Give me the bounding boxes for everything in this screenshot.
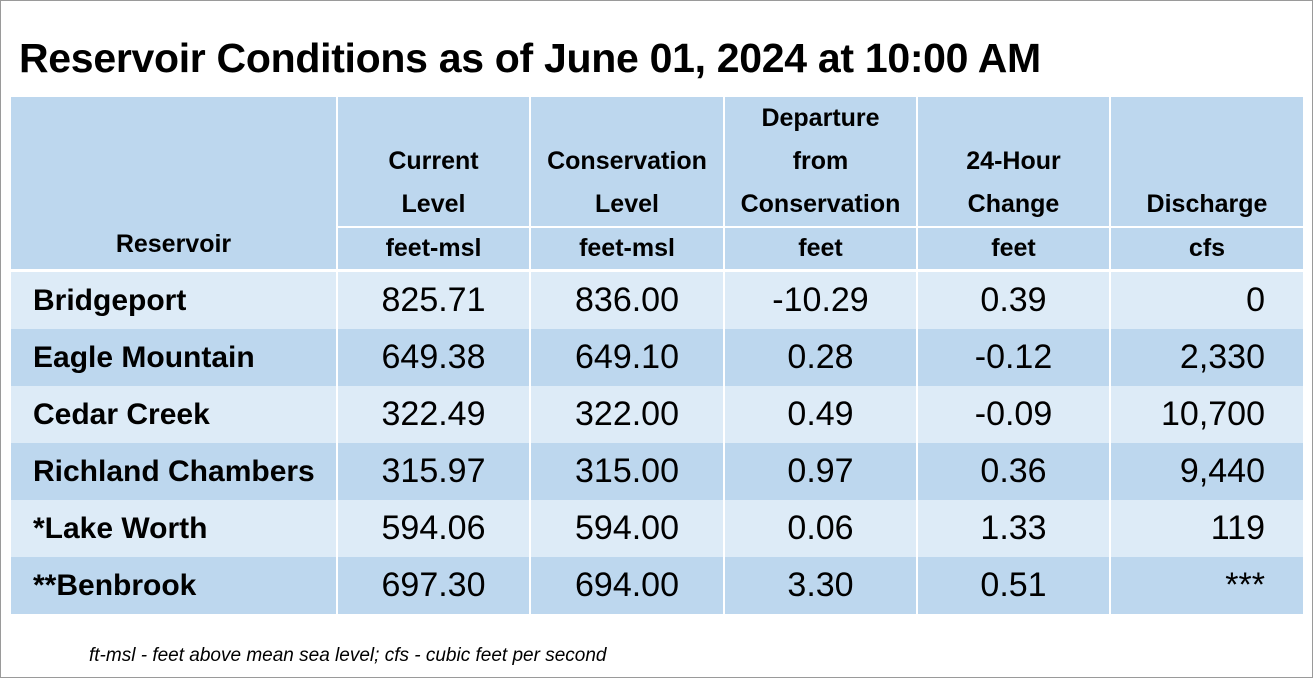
departure-cell: 0.06 [724, 500, 918, 557]
change-cell: 0.39 [917, 272, 1111, 329]
unit-departure: feet [724, 226, 918, 269]
header-current-level: Current Level [337, 97, 531, 227]
change-cell: 1.33 [917, 500, 1111, 557]
unit-24-hour-change: feet [917, 226, 1111, 269]
reservoir-table: Reservoir Current Level Conservation Lev… [11, 97, 1303, 614]
departure-cell: 0.97 [724, 443, 918, 500]
conservation-level-cell: 594.00 [530, 500, 725, 557]
table-row: Eagle Mountain 649.38 649.10 0.28 -0.12 … [11, 329, 1303, 386]
change-cell: 0.51 [917, 557, 1111, 614]
current-level-cell: 315.97 [337, 443, 531, 500]
conservation-level-cell: 322.00 [530, 386, 725, 443]
header-line: from [792, 147, 849, 175]
header-line: Departure [761, 104, 880, 132]
discharge-cell: 9,440 [1110, 443, 1303, 500]
departure-cell: 0.28 [724, 329, 918, 386]
header-discharge: Discharge [1110, 97, 1303, 227]
unit-current-level: feet-msl [337, 226, 531, 269]
discharge-cell: *** [1110, 557, 1303, 614]
table-row: *Lake Worth 594.06 594.00 0.06 1.33 119 [11, 500, 1303, 557]
conservation-level-cell: 315.00 [530, 443, 725, 500]
reservoir-name: Eagle Mountain [11, 329, 338, 386]
header-row: Reservoir Current Level Conservation Lev… [11, 97, 1303, 269]
change-cell: -0.12 [917, 329, 1111, 386]
current-level-cell: 594.06 [337, 500, 531, 557]
unit-discharge: cfs [1110, 226, 1303, 269]
current-level-cell: 322.49 [337, 386, 531, 443]
units-row: feet-msl feet-msl feet feet cfs [11, 226, 1303, 269]
header-reservoir: Reservoir [11, 97, 338, 269]
header-line: Current [388, 147, 479, 175]
conservation-level-cell: 649.10 [530, 329, 725, 386]
header-line: 24-Hour [966, 147, 1061, 175]
unit-conservation-level: feet-msl [530, 226, 725, 269]
header-departure: Departure from Conservation [724, 97, 918, 227]
header-line: Conservation [740, 190, 901, 218]
header-reservoir-label: Reservoir [115, 230, 232, 258]
discharge-cell: 0 [1110, 272, 1303, 329]
current-level-cell: 697.30 [337, 557, 531, 614]
discharge-cell: 2,330 [1110, 329, 1303, 386]
header-conservation-level: Conservation Level [530, 97, 725, 227]
reservoir-name: Richland Chambers [11, 443, 338, 500]
report-title: Reservoir Conditions as of June 01, 2024… [19, 35, 1041, 81]
departure-cell: 0.49 [724, 386, 918, 443]
table-row: **Benbrook 697.30 694.00 3.30 0.51 *** [11, 557, 1303, 614]
table-row: Richland Chambers 315.97 315.00 0.97 0.3… [11, 443, 1303, 500]
departure-cell: 3.30 [724, 557, 918, 614]
change-cell: 0.36 [917, 443, 1111, 500]
discharge-cell: 119 [1110, 500, 1303, 557]
reservoir-name: **Benbrook [11, 557, 338, 614]
discharge-cell: 10,700 [1110, 386, 1303, 443]
header-24-hour-change: 24-Hour Change [917, 97, 1111, 227]
reservoir-name: Bridgeport [11, 272, 338, 329]
reservoir-name: Cedar Creek [11, 386, 338, 443]
table-row: Cedar Creek 322.49 322.00 0.49 -0.09 10,… [11, 386, 1303, 443]
reservoir-name: *Lake Worth [11, 500, 338, 557]
header-separator [11, 269, 1303, 272]
current-level-cell: 649.38 [337, 329, 531, 386]
header-line: Discharge [1146, 190, 1268, 218]
conservation-level-cell: 694.00 [530, 557, 725, 614]
units-footnote: ft-msl - feet above mean sea level; cfs … [89, 645, 607, 666]
conservation-level-cell: 836.00 [530, 272, 725, 329]
current-level-cell: 825.71 [337, 272, 531, 329]
header-line: Conservation [547, 147, 707, 175]
change-cell: -0.09 [917, 386, 1111, 443]
header-line: Change [967, 190, 1060, 218]
table-row: Bridgeport 825.71 836.00 -10.29 0.39 0 [11, 272, 1303, 329]
departure-cell: -10.29 [724, 272, 918, 329]
header-line: Level [595, 190, 659, 218]
header-line: Level [401, 190, 466, 218]
